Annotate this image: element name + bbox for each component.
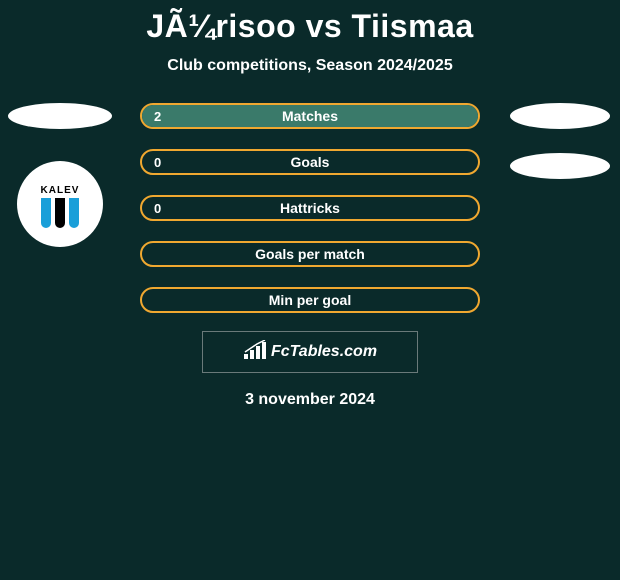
player2-club-logo-placeholder [510, 153, 610, 179]
stat-bar-goals-per-match: Goals per match [140, 241, 480, 267]
stripe [55, 198, 65, 228]
fctables-logo-text: FcTables.com [271, 343, 377, 361]
stripe [69, 198, 79, 228]
page-title: JÃ¼risoo vs Tiismaa [0, 0, 620, 45]
player1-avatar-placeholder [8, 103, 112, 129]
bar-label: Goals [142, 154, 478, 170]
stat-bar-matches: 2 Matches [140, 103, 480, 129]
club-logo-stripes [41, 198, 79, 228]
player2-avatar-placeholder [510, 103, 610, 129]
bar-label: Min per goal [142, 292, 478, 308]
stat-bar-goals: 0 Goals [140, 149, 480, 175]
bar-label: Goals per match [142, 246, 478, 262]
right-player-column [500, 103, 620, 179]
stat-bars: 2 Matches 0 Goals 0 Hattricks Goals per … [140, 103, 480, 313]
subtitle: Club competitions, Season 2024/2025 [0, 57, 620, 75]
fctables-logo-box: FcTables.com [202, 331, 418, 373]
club-logo-text: KALEV [41, 185, 80, 196]
stripe [41, 198, 51, 228]
date-text: 3 november 2024 [0, 391, 620, 409]
comparison-content: KALEV 2 Matches 0 Goals 0 Hattr [0, 103, 620, 409]
left-player-column: KALEV [8, 103, 112, 247]
stat-bar-min-per-goal: Min per goal [140, 287, 480, 313]
stat-bar-hattricks: 0 Hattricks [140, 195, 480, 221]
player1-club-logo: KALEV [17, 161, 103, 247]
bar-label: Hattricks [142, 200, 478, 216]
chart-icon [243, 340, 267, 365]
bar-label: Matches [142, 108, 478, 124]
